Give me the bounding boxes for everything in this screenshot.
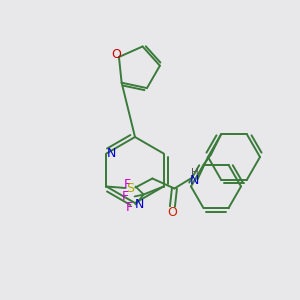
Text: N: N xyxy=(190,174,199,187)
Text: F: F xyxy=(124,178,131,191)
Text: O: O xyxy=(167,206,177,219)
Text: N: N xyxy=(134,197,144,211)
Text: O: O xyxy=(111,49,121,62)
Text: N: N xyxy=(107,147,116,160)
Text: F: F xyxy=(126,201,133,214)
Text: H: H xyxy=(190,167,198,178)
Text: S: S xyxy=(126,182,134,195)
Text: F: F xyxy=(122,190,129,203)
